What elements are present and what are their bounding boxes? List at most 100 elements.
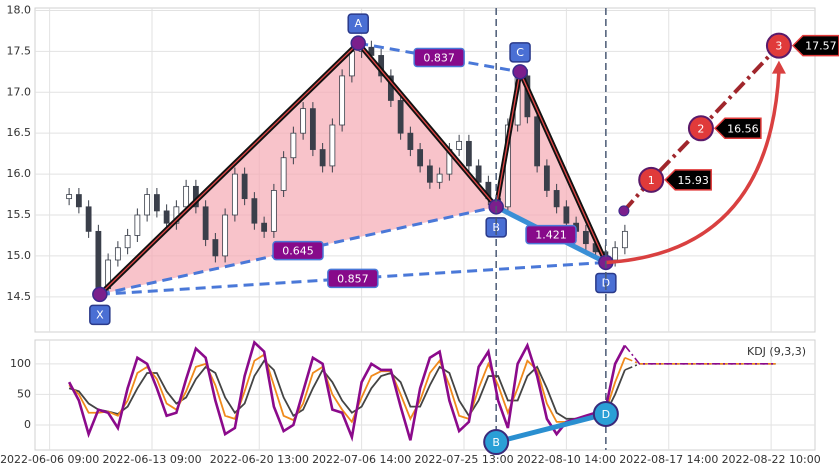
candle-body	[582, 230, 589, 245]
candle-body	[280, 157, 287, 191]
kdj-marker	[483, 429, 510, 456]
target-value-box	[664, 169, 712, 191]
candle-body	[202, 206, 209, 240]
target-number: 1	[648, 174, 655, 187]
point-label-box	[509, 42, 531, 63]
candle-body	[563, 206, 570, 224]
y-tick-label: 15.0	[7, 249, 32, 262]
pattern-fill	[99, 43, 497, 295]
candle-body	[231, 173, 238, 216]
candle-body	[153, 194, 160, 212]
candle-body	[212, 239, 219, 257]
candle-body	[329, 124, 336, 167]
point-label: B	[492, 221, 500, 234]
candle-body	[543, 165, 550, 191]
point-label: X	[96, 308, 104, 321]
x-tick-label: 2022-07-06 14:00	[312, 453, 411, 466]
target-value: 15.93	[677, 174, 709, 187]
candle-body	[534, 116, 541, 167]
pattern-leg-inner	[495, 71, 521, 207]
y-tick-label: 17.0	[7, 85, 32, 98]
ratio-box	[272, 240, 324, 261]
candle-body	[134, 214, 141, 236]
y-tick-label: 17.5	[7, 44, 32, 57]
target-path	[622, 44, 781, 213]
ratio-label: 0.857	[337, 272, 369, 285]
kdj-marker-label: D	[602, 408, 610, 421]
ratio-line	[99, 260, 606, 296]
candle-body	[553, 190, 560, 208]
candle-body	[222, 214, 229, 257]
target-point	[765, 32, 792, 59]
ratio-box	[413, 47, 465, 68]
candle-body	[426, 165, 433, 183]
pattern-fill	[496, 71, 606, 263]
ratio-label: 0.645	[282, 245, 314, 258]
x-tick-label: 2022-08-10 14:00	[517, 453, 616, 466]
candle-body	[290, 132, 297, 159]
candle-body	[163, 210, 170, 224]
projection-arrow	[605, 71, 781, 265]
marker-link	[495, 411, 607, 445]
candle-body	[241, 173, 248, 200]
y-tick-label: 15.5	[7, 208, 32, 221]
target-number: 2	[697, 122, 704, 135]
point-label: D	[602, 276, 610, 289]
candle-body	[612, 247, 619, 261]
candle-body	[261, 222, 268, 232]
kdj-marker	[592, 400, 619, 427]
kdj-projection	[624, 356, 776, 365]
pattern-point	[92, 286, 108, 303]
arrow-head	[771, 60, 786, 74]
y-tick-label: 18.0	[7, 3, 32, 16]
candle-body	[436, 173, 443, 183]
candle-body	[475, 165, 482, 183]
candle-body	[397, 100, 404, 134]
candle-body	[66, 194, 73, 200]
ratio-box	[327, 268, 379, 289]
y-tick-label: 16.0	[7, 167, 32, 180]
candle-body	[251, 198, 258, 224]
candle-body	[319, 149, 326, 167]
legend-label: KDJ (9,3,3)	[747, 345, 806, 358]
candle-body	[417, 149, 424, 167]
candle-body	[465, 140, 472, 167]
kdj-line	[67, 340, 627, 442]
y-tick-label: 100	[10, 357, 31, 370]
pattern-leg-inner	[357, 42, 497, 208]
y-tick-label: 50	[17, 387, 31, 400]
kdj-line	[68, 359, 626, 420]
candle-body	[95, 230, 102, 290]
point-label: C	[516, 46, 524, 59]
candle-body	[309, 108, 316, 150]
ratio-label: 0.837	[423, 52, 455, 65]
candle-body	[300, 108, 307, 134]
x-tick-label: 2022-08-17 14:00	[619, 453, 718, 466]
y-tick-label: 0	[24, 418, 31, 431]
point-label: A	[354, 17, 362, 30]
candle-body	[114, 247, 121, 261]
pattern-leg-inner	[99, 42, 359, 295]
candle-body	[144, 194, 151, 216]
pattern-point	[512, 64, 528, 80]
kdj-projection	[624, 363, 776, 371]
candle-body	[183, 185, 190, 208]
target-number: 3	[775, 40, 782, 53]
kdj-projection	[624, 345, 776, 365]
candle-body	[124, 235, 131, 249]
y-tick-label: 16.5	[7, 126, 32, 139]
candle-body	[621, 230, 628, 249]
target-value-box	[713, 117, 762, 140]
x-tick-label: 2022-07-25 13:00	[414, 453, 513, 466]
kdj-marker-label: B	[492, 436, 500, 449]
ratio-line	[99, 205, 497, 296]
candle-body	[339, 75, 346, 126]
pattern-point	[350, 35, 366, 51]
target-value: 17.57	[805, 40, 837, 53]
target-point	[638, 166, 665, 193]
target-point	[687, 115, 714, 142]
x-tick-label: 2022-06-20 13:00	[210, 453, 309, 466]
ratio-box	[525, 224, 577, 245]
